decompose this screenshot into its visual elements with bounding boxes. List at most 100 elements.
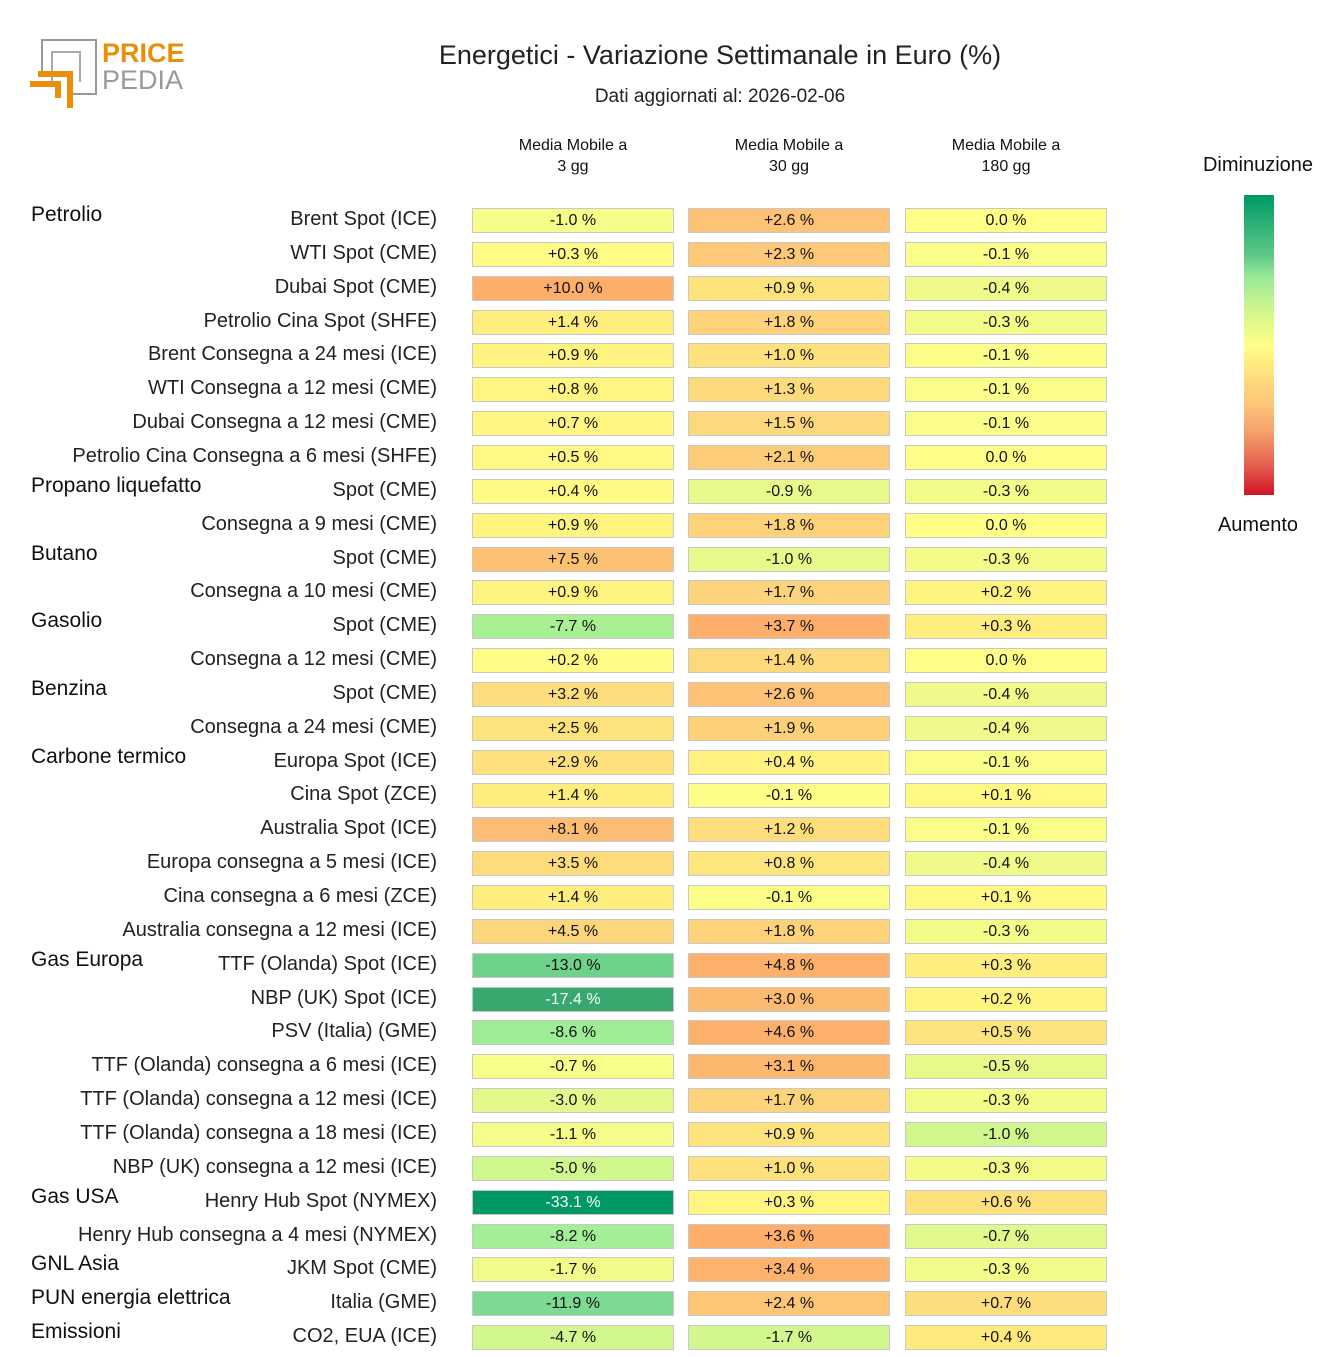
heatmap-cell: +8.1 %: [472, 817, 674, 843]
heatmap-cell: +0.7 %: [905, 1291, 1107, 1317]
heatmap-cell: 0.0 %: [905, 648, 1107, 674]
heatmap-cell: -0.1 %: [905, 749, 1107, 775]
heatmap-cell: +0.9 %: [472, 580, 674, 606]
table-row: Consegna a 10 mesi (CME) +0.9 % +1.7 % +0.2…: [0, 580, 1120, 615]
table-row: Propano liquefatto Spot (CME) +0.4 % -0.9 %…: [0, 474, 1120, 514]
heatmap-cell: -5.0 %: [472, 1155, 674, 1181]
chart-title: Energetici - Variazione Settimanale in E…: [438, 40, 1002, 70]
column-header-3gg: Media Mobile a 3 gg: [518, 137, 628, 175]
column-header-180gg: Media Mobile a 180 gg: [951, 137, 1061, 175]
group-label: GNL Asia: [31, 1252, 119, 1276]
heatmap-cell: +3.7 %: [688, 614, 890, 640]
group-label: PUN energia elettrica: [31, 1286, 231, 1310]
heatmap-cell: +7.5 %: [472, 546, 674, 572]
table-row: Gas USA Henry Hub Spot (NYMEX) -33.1 % +0.3…: [0, 1185, 1120, 1225]
table-row: Petrolio Cina Consegna a 6 mesi (SHFE) +0…: [0, 444, 1120, 480]
group-label: Gas Europa: [31, 947, 144, 971]
heatmap-cell: -0.9 %: [688, 478, 890, 504]
row-label: Europa Spot (ICE): [273, 749, 437, 772]
heatmap-cell: +2.4 %: [688, 1291, 890, 1317]
legend-label-bottom: Aumento: [1217, 514, 1299, 536]
heatmap-cell: +2.6 %: [688, 208, 890, 233]
heatmap-cell: +3.1 %: [688, 1054, 890, 1080]
heatmap-cell: +0.5 %: [472, 444, 674, 470]
heatmap-cell: +1.4 %: [472, 309, 674, 335]
row-label: JKM Spot (CME): [286, 1257, 437, 1280]
row-label: Brent Spot (ICE): [290, 208, 437, 230]
table-row: NBP (UK) Spot (ICE) -17.4 % +3.0 % +0.2 %: [0, 986, 1120, 1022]
heatmap-cell: +0.3 %: [905, 952, 1107, 978]
heatmap-cell: 0.0 %: [905, 512, 1107, 538]
heatmap-cell: -0.3 %: [905, 1155, 1107, 1181]
heatmap-cell: +0.4 %: [472, 478, 674, 504]
table-row: WTI Consegna a 12 mesi (CME) +0.8 % +1.3 %…: [0, 377, 1120, 412]
row-label: NBP (UK) consegna a 12 mesi (ICE): [112, 1155, 437, 1178]
table-row: Australia Spot (ICE) +8.1 % +1.2 % -0.1 %: [0, 817, 1120, 852]
table-row: Consegna a 9 mesi (CME) +0.9 % +1.8 % 0.0 %: [0, 512, 1120, 548]
table-row: Brent Consegna a 24 mesi (ICE) +0.9 % +1.0…: [0, 343, 1120, 378]
heatmap-cell: +0.4 %: [905, 1325, 1107, 1351]
table-row: Gas Europa TTF (Olanda) Spot (ICE) -13.0 %…: [0, 948, 1120, 988]
row-label: Consegna a 10 mesi (CME): [190, 580, 437, 603]
row-label: WTI Consegna a 12 mesi (CME): [148, 377, 437, 400]
group-label: Propano liquefatto: [31, 473, 202, 497]
heatmap-cell: -3.0 %: [472, 1088, 674, 1114]
heatmap-cell: -1.0 %: [472, 208, 674, 233]
table-row: NBP (UK) consegna a 12 mesi (ICE) -5.0 % +…: [0, 1155, 1120, 1191]
group-label: Emissioni: [31, 1320, 121, 1344]
heatmap-cell: -0.3 %: [905, 1257, 1107, 1283]
heatmap-cell: -1.0 %: [688, 546, 890, 572]
row-label: Cina Spot (ZCE): [290, 783, 437, 806]
table-row: Cina Spot (ZCE) +1.4 % -0.1 % +0.1 %: [0, 783, 1120, 818]
heatmap-cell: +4.6 %: [688, 1020, 890, 1046]
table-row: Petrolio Brent Spot (ICE) -1.0 % +2.6 % 0.0 …: [0, 203, 1120, 243]
heatmap-cell: +0.3 %: [472, 241, 674, 267]
table-row: Consegna a 12 mesi (CME) +0.2 % +1.4 % 0.0 …: [0, 648, 1120, 683]
heatmap-cell: -0.1 %: [688, 885, 890, 910]
row-label: CO2, EUA (ICE): [292, 1325, 437, 1348]
heatmap-cell: -0.1 %: [905, 411, 1107, 437]
table-row: TTF (Olanda) consegna a 6 mesi (ICE) -0.7…: [0, 1054, 1120, 1089]
heatmap-cell: -11.9 %: [472, 1291, 674, 1317]
heatmap-cell: 0.0 %: [905, 444, 1107, 470]
table-row: Europa consegna a 5 mesi (ICE) +3.5 % +0.8…: [0, 851, 1120, 886]
heatmap-cell: +0.6 %: [905, 1189, 1107, 1215]
heatmap-cell: -0.7 %: [472, 1054, 674, 1080]
heatmap-cell: +0.8 %: [688, 851, 890, 877]
heatmap-cell: +4.8 %: [688, 952, 890, 978]
heatmap-cell: -0.1 %: [905, 377, 1107, 403]
row-label: Spot (CME): [332, 681, 437, 704]
heatmap-cell: -0.1 %: [688, 783, 890, 809]
heatmap-cell: +4.5 %: [472, 918, 674, 944]
table-row: Butano Spot (CME) +7.5 % -1.0 % -0.3 %: [0, 542, 1120, 582]
row-label: Spot (CME): [332, 614, 437, 637]
heatmap-cell: -0.3 %: [905, 309, 1107, 335]
heatmap-cell: -13.0 %: [472, 952, 674, 978]
row-label: TTF (Olanda) consegna a 6 mesi (ICE): [91, 1054, 437, 1077]
row-label: Spot (CME): [332, 478, 437, 501]
row-label: Consegna a 12 mesi (CME): [190, 648, 437, 671]
heatmap-cell: -33.1 %: [472, 1189, 674, 1215]
chart-subtitle: Dati aggiornati al: 2026-02-06: [594, 86, 846, 107]
heatmap-cell: +3.0 %: [688, 986, 890, 1012]
heatmap-cell: +2.1 %: [688, 444, 890, 470]
heatmap-cell: +1.4 %: [472, 783, 674, 809]
heatmap-cell: -0.3 %: [905, 1088, 1107, 1114]
heatmap-cell: +0.1 %: [905, 885, 1107, 910]
heatmap-cell: -0.7 %: [905, 1223, 1107, 1249]
row-label: PSV (Italia) (GME): [271, 1020, 437, 1043]
heatmap-cell: -1.7 %: [688, 1325, 890, 1351]
row-label: Consegna a 9 mesi (CME): [201, 512, 437, 535]
table-row: GNL Asia JKM Spot (CME) -1.7 % +3.4 % -0.3 %: [0, 1252, 1120, 1292]
heatmap-cell: +1.8 %: [688, 309, 890, 335]
heatmap-cell: +1.7 %: [688, 1088, 890, 1114]
heatmap-cell: +1.4 %: [472, 885, 674, 910]
heatmap-cell: +0.1 %: [905, 783, 1107, 809]
row-label: Petrolio Cina Spot (SHFE): [203, 309, 437, 332]
table-row: Petrolio Cina Spot (SHFE) +1.4 % +1.8 % -0.…: [0, 309, 1120, 345]
heatmap-cell: +1.9 %: [688, 715, 890, 741]
table-row: Emissioni CO2, EUA (ICE) -4.7 % -1.7 % +0.4 …: [0, 1320, 1120, 1357]
table-row: Dubai Spot (CME) +10.0 % +0.9 % -0.4 %: [0, 275, 1120, 311]
heatmap-cell: +3.6 %: [688, 1223, 890, 1249]
